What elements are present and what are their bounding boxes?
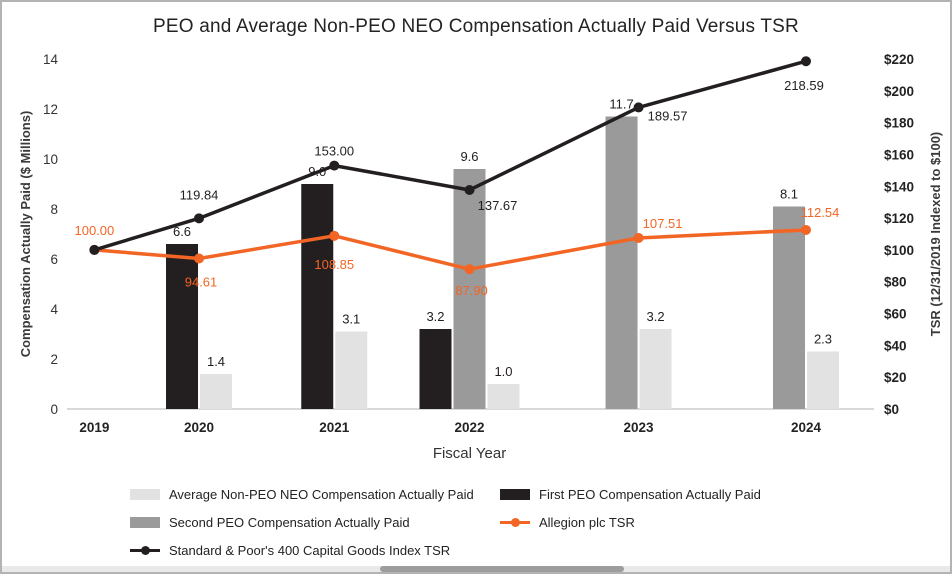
legend-swatch-bar: [130, 516, 160, 528]
bar-value-label: 1.4: [207, 354, 225, 369]
data-point: [194, 213, 205, 224]
legend-swatch-line: [130, 545, 160, 556]
bar: [453, 169, 486, 409]
bar-value-label: 11.7: [609, 97, 633, 112]
line-value-label: 108.85: [314, 257, 354, 272]
bar-value-label: 2.3: [814, 332, 832, 347]
left-axis-tick-label: 0: [50, 402, 58, 417]
line-value-label: 153.00: [314, 144, 354, 159]
bar: [639, 329, 672, 409]
left-axis-tick-label: 10: [43, 152, 58, 167]
legend-line-marker: [141, 545, 150, 555]
line-value-label: 119.84: [180, 187, 219, 202]
line-value-label: 189.57: [648, 108, 688, 123]
x-axis-tick-label: 2019: [79, 420, 109, 435]
data-point: [633, 102, 644, 113]
right-axis-tick-label: $120: [884, 211, 914, 226]
right-axis-tick-label: $160: [884, 147, 914, 162]
legend-bar-swatch: [500, 488, 530, 500]
bar: [605, 116, 638, 409]
legend-label: First PEO Compensation Actually Paid: [539, 486, 761, 502]
bar-value-label: 8.1: [780, 187, 798, 202]
bar-value-label: 3.2: [426, 309, 444, 324]
left-axis-tick-label: 14: [43, 52, 59, 67]
data-point: [800, 224, 811, 235]
left-axis-tick-label: 12: [43, 102, 58, 117]
legend-swatch-line: [500, 517, 530, 528]
data-point: [89, 244, 100, 255]
line-value-label: 94.61: [185, 274, 218, 289]
legend-label: Average Non-PEO NEO Compensation Actuall…: [169, 486, 474, 502]
bar: [487, 384, 520, 409]
legend-swatch-bar: [500, 488, 530, 500]
bar: [419, 329, 452, 409]
right-axis-tick-label: $20: [884, 370, 907, 385]
bar: [301, 184, 334, 409]
legend-swatch-bar: [130, 488, 160, 500]
left-axis-tick-label: 2: [50, 352, 58, 367]
legend-label: Second PEO Compensation Actually Paid: [169, 514, 410, 530]
x-axis-tick-label: 2022: [454, 420, 484, 435]
x-axis-tick-label: 2021: [319, 420, 350, 435]
left-axis-tick-label: 6: [50, 252, 58, 267]
line-series: [94, 228, 807, 271]
bar-value-label: 3.2: [647, 309, 665, 324]
left-axis-tick-label: 8: [50, 202, 58, 217]
legend-line-marker: [511, 517, 520, 527]
line-series: [93, 59, 807, 252]
bar: [772, 206, 805, 409]
right-axis-tick-label: $180: [884, 116, 914, 131]
x-axis-tick-label: 2023: [624, 420, 655, 435]
x-axis-tick-label: 2024: [791, 420, 822, 435]
line-value-label: 112.54: [801, 205, 840, 220]
legend-label: Standard & Poor's 400 Capital Goods Inde…: [169, 542, 451, 558]
data-point: [329, 160, 340, 171]
bar-value-label: 1.0: [494, 364, 512, 379]
data-point: [800, 56, 811, 67]
scrollbar-thumb[interactable]: [380, 566, 624, 572]
legend-item-sp400-tsr: Standard & Poor's 400 Capital Goods Inde…: [130, 542, 450, 558]
right-axis-tick-label: $200: [884, 84, 914, 99]
legend-item-first-peo: First PEO Compensation Actually Paid: [500, 486, 761, 502]
right-axis-tick-label: $80: [884, 275, 907, 290]
right-axis-tick-label: $0: [884, 402, 899, 417]
line-value-label: 100.00: [74, 223, 114, 238]
chart-title: PEO and Average Non-PEO NEO Compensation…: [153, 16, 799, 37]
data-point: [194, 253, 205, 264]
line-value-label: 87.90: [455, 283, 488, 298]
legend-item-allegion-tsr: Allegion plc TSR: [500, 514, 635, 530]
left-axis-title: Compensation Actually Paid ($ Millions): [18, 111, 33, 358]
legend-item-avg-non-peo: Average Non-PEO NEO Compensation Actuall…: [130, 486, 474, 502]
horizontal-scrollbar[interactable]: [2, 566, 950, 572]
bar: [806, 351, 839, 409]
data-point: [633, 232, 644, 243]
data-point: [464, 264, 475, 275]
x-axis-tick-label: 2020: [184, 420, 214, 435]
bar-value-label: 3.1: [342, 312, 360, 327]
bar: [335, 331, 368, 409]
x-axis-title: Fiscal Year: [433, 445, 506, 462]
right-axis-tick-label: $40: [884, 338, 907, 353]
bar: [200, 374, 233, 409]
line-value-label: 107.51: [643, 216, 683, 231]
data-point: [329, 230, 340, 241]
right-axis-tick-label: $220: [884, 52, 914, 67]
chart-canvas: 0 2 4 6 8 10 12 14 $0 $20 $40 $60 $80 $100 $120 $140 $16…: [18, 52, 943, 462]
right-axis-title: TSR (12/31/2019 Indexed to $100): [928, 132, 943, 336]
bar-value-label: 6.6: [173, 224, 191, 239]
right-axis-tick-label: $60: [884, 307, 907, 322]
legend-label: Allegion plc TSR: [539, 514, 635, 530]
legend-bar-swatch: [130, 488, 160, 500]
left-axis-tick-label: 4: [50, 302, 58, 317]
right-axis-tick-label: $100: [884, 243, 914, 258]
line-value-label: 218.59: [784, 78, 824, 93]
line-value-label: 137.67: [478, 198, 518, 213]
bar-value-label: 9.6: [460, 149, 478, 164]
legend-item-second-peo: Second PEO Compensation Actually Paid: [130, 514, 410, 530]
right-axis-tick-label: $140: [884, 179, 914, 194]
legend-bar-swatch: [130, 516, 160, 528]
data-point: [464, 184, 475, 195]
bar: [166, 244, 199, 409]
